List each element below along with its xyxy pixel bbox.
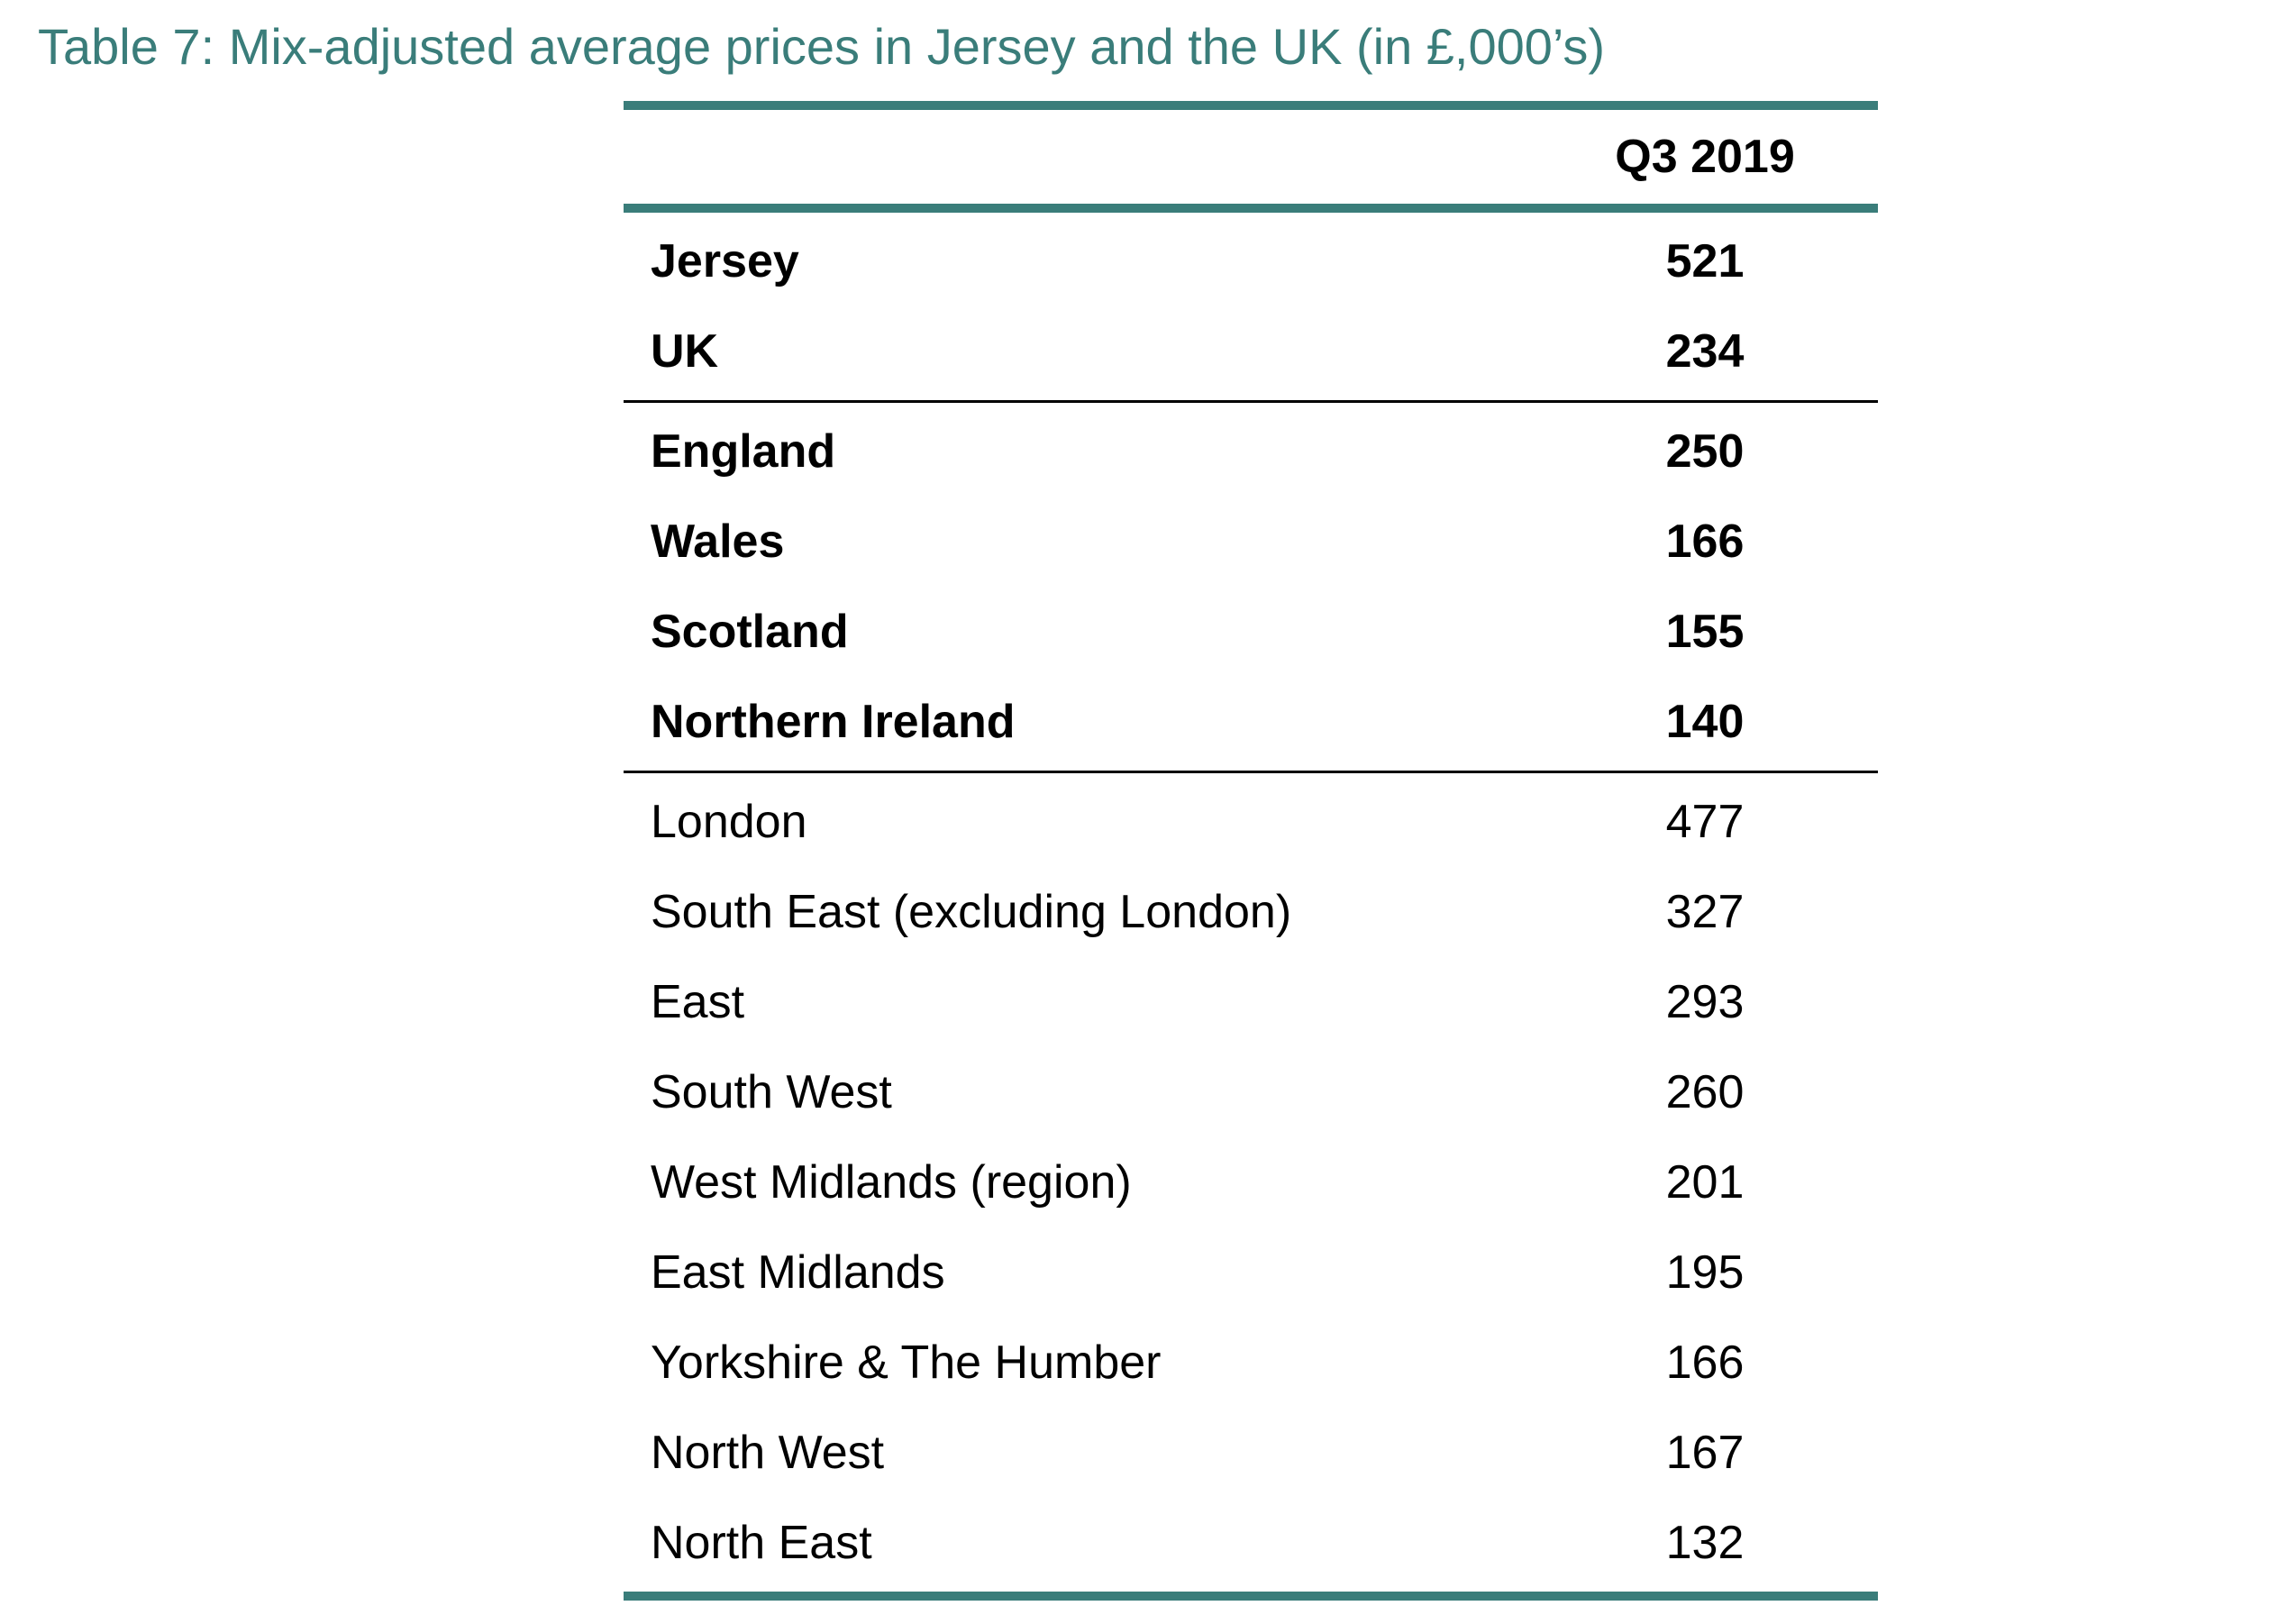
table-header-row: Q3 2019 <box>624 110 1878 204</box>
table-row: England 250 <box>624 406 1878 497</box>
table-bottom-rule <box>624 1592 1878 1601</box>
table-row: Wales 166 <box>624 497 1878 587</box>
row-value: 293 <box>1665 976 1745 1028</box>
row-label: London <box>651 796 807 848</box>
table-row: Jersey 521 <box>624 216 1878 306</box>
table-group-totals: Jersey 521 UK 234 <box>624 213 1878 400</box>
row-value: 155 <box>1665 606 1745 658</box>
row-value: 140 <box>1665 696 1745 748</box>
row-label: West Midlands (region) <box>651 1156 1132 1209</box>
table-row: Yorkshire & The Humber 166 <box>624 1318 1878 1408</box>
row-value: 234 <box>1665 325 1745 378</box>
table-row: Scotland 155 <box>624 587 1878 677</box>
row-label: Scotland <box>651 606 849 658</box>
row-label: Yorkshire & The Humber <box>651 1337 1162 1389</box>
table-row: East Midlands 195 <box>624 1227 1878 1318</box>
row-label: North East <box>651 1517 872 1569</box>
table-group-countries: England 250 Wales 166 Scotland 155 North… <box>624 403 1878 771</box>
row-label: England <box>651 425 836 478</box>
column-header-q3-2019: Q3 2019 <box>1615 131 1795 183</box>
row-label: East <box>651 976 745 1028</box>
table-row: London 477 <box>624 777 1878 867</box>
table-row: South West 260 <box>624 1047 1878 1137</box>
row-label: South East (excluding London) <box>651 886 1292 938</box>
table-row: East 293 <box>624 957 1878 1047</box>
row-label: Jersey <box>651 235 799 287</box>
row-label: UK <box>651 325 719 378</box>
row-value: 167 <box>1665 1427 1745 1479</box>
row-value: 166 <box>1665 1337 1745 1389</box>
row-label: East Midlands <box>651 1246 945 1299</box>
row-label: Northern Ireland <box>651 696 1016 748</box>
row-label: South West <box>651 1066 892 1118</box>
table-caption: Table 7: Mix-adjusted average prices in … <box>38 18 1605 75</box>
price-table: Q3 2019 Jersey 521 UK 234 England 250 Wa… <box>624 101 1878 1601</box>
row-value: 250 <box>1665 425 1745 478</box>
row-label: Wales <box>651 515 785 568</box>
row-value: 201 <box>1665 1156 1745 1209</box>
row-value: 521 <box>1665 235 1745 287</box>
row-value: 132 <box>1665 1517 1745 1569</box>
table-row: Northern Ireland 140 <box>624 677 1878 767</box>
table-row: South East (excluding London) 327 <box>624 867 1878 957</box>
table-row: UK 234 <box>624 306 1878 397</box>
table-top-rule <box>624 101 1878 110</box>
table-divider <box>624 400 1878 403</box>
table-row: North West 167 <box>624 1408 1878 1498</box>
table-row: North East 132 <box>624 1498 1878 1588</box>
row-value: 166 <box>1665 515 1745 568</box>
table-row: West Midlands (region) 201 <box>624 1137 1878 1227</box>
table-divider <box>624 771 1878 773</box>
row-value: 195 <box>1665 1246 1745 1299</box>
row-value: 327 <box>1665 886 1745 938</box>
table-group-regions: London 477 South East (excluding London)… <box>624 773 1878 1592</box>
row-value: 260 <box>1665 1066 1745 1118</box>
row-label: North West <box>651 1427 885 1479</box>
row-value: 477 <box>1665 796 1745 848</box>
table-header-rule <box>624 204 1878 213</box>
